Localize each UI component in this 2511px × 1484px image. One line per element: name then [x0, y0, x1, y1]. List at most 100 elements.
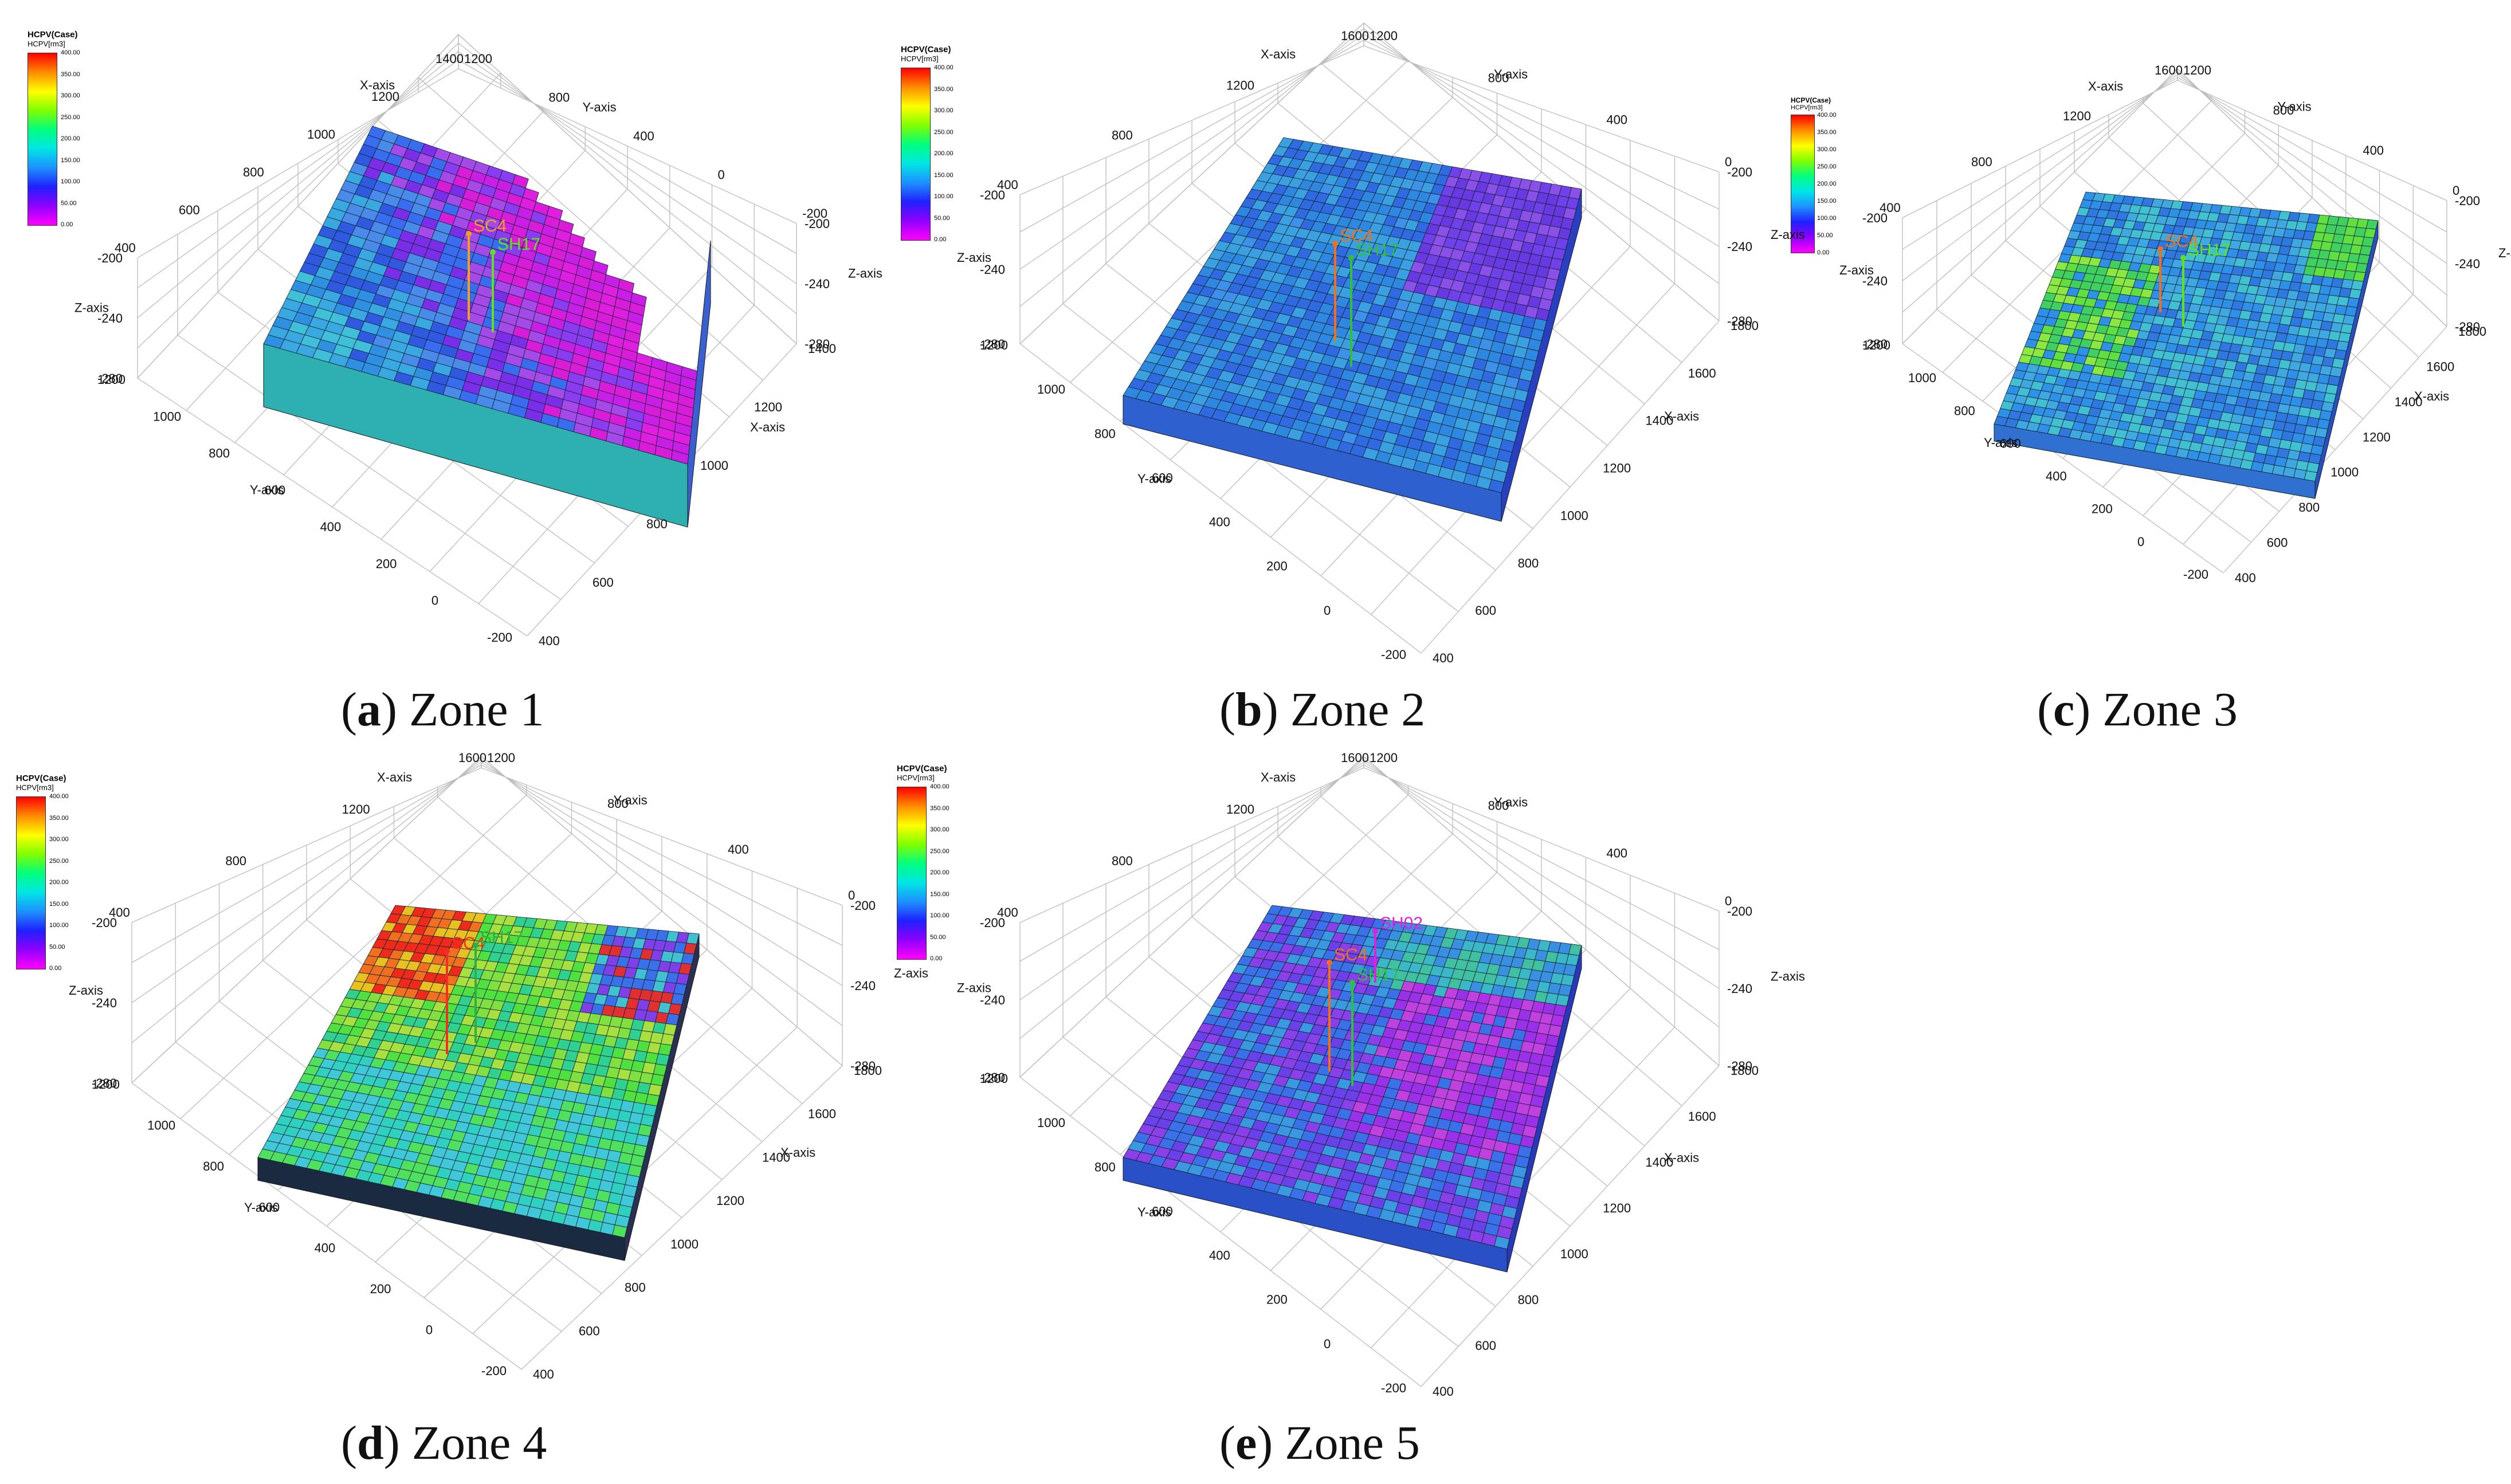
well-head: [444, 948, 450, 954]
y-axis-label: Y-axis: [614, 793, 648, 807]
legend-tick-label: 300.00: [49, 836, 69, 843]
legend-tick-label: 350.00: [934, 85, 954, 93]
grid-line-right-wall: [2177, 71, 2447, 296]
z-tick-label: -200: [1727, 165, 1752, 179]
y-axis-label: Y-axis: [2278, 100, 2312, 114]
z-tick-label: -200: [92, 916, 117, 930]
grid-cell: [2342, 315, 2356, 325]
grid-line-floor: [2223, 326, 2447, 574]
plot-group: SC4SH171600120080040012008004000-200-240…: [1839, 63, 2511, 585]
grid-cell: [2349, 288, 2362, 299]
legend-title: HCPV(Case): [28, 30, 78, 40]
reservoir-plot-zone-4: SC4SH171600120080040012008004000-200-240…: [69, 751, 928, 1381]
z-tick-label: -240: [850, 979, 876, 993]
z-axis-label: Z-axis: [957, 981, 991, 995]
well-head: [1348, 255, 1354, 261]
grid-line-left-wall: [1019, 40, 1364, 233]
x-tick-label: 1000: [2330, 465, 2359, 480]
well-head: [490, 249, 496, 255]
legend-tick-label: 0.00: [1817, 249, 1830, 256]
z-tick-label: -200: [805, 217, 830, 231]
grid-cell: [2359, 245, 2372, 256]
caption-zone-2: (b) Zone 2: [1219, 683, 1426, 736]
cell-grid: [1123, 137, 1582, 493]
x-tick-label: 800: [625, 1281, 646, 1295]
y-axis-label: Y-axis: [1137, 472, 1171, 486]
legend-b: HCPV(Case) HCPV[rm3] 400.00 350.00 300.00 2…: [901, 45, 981, 251]
y-tick-label: 0: [718, 168, 725, 182]
x-axis-label: X-axis: [750, 420, 785, 434]
well-head: [1332, 241, 1338, 246]
z-axis-label: Z-axis: [74, 301, 109, 315]
panel-zone-3: SC4 SH17 1600 1200 800 400 1200 800 400 0 -200 -240…: [1839, 63, 2511, 619]
y-tick-label: 600: [264, 483, 285, 497]
grid-cell: [2338, 332, 2351, 343]
reservoir-plot-zone-3: SC4SH171600120080040012008004000-200-240…: [1839, 63, 2511, 585]
x-tick-label: 1200: [2063, 109, 2091, 123]
legend-title: HCPV(Case): [901, 45, 951, 54]
z-tick-label: -240: [1727, 982, 1752, 996]
y-tick-label: 1200: [97, 372, 125, 387]
y-tick-label: 200: [370, 1282, 391, 1296]
x-tick-label: 400: [1433, 1384, 1454, 1399]
x-tick-label: 600: [179, 203, 200, 217]
y-tick-label: 400: [2046, 469, 2067, 484]
x-tick-label: 1200: [342, 802, 370, 816]
legend-tick-label: 100.00: [61, 178, 80, 185]
grid-line-right-wall: [481, 764, 843, 946]
well-head: [2157, 246, 2163, 252]
legend-tick-label: 350.00: [61, 70, 80, 78]
caption-text: Zone 1: [397, 683, 544, 736]
z-tick-label: -280: [850, 1059, 876, 1073]
z-tick-label: -240: [805, 277, 830, 291]
x-tick-label: 400: [115, 241, 136, 255]
grid-cell: [686, 932, 700, 945]
grid-cell: [1563, 964, 1577, 976]
grid-cell: [653, 1063, 668, 1076]
legend-tick-label: 100.00: [1817, 215, 1837, 222]
legend-tick-label: 300.00: [61, 92, 80, 99]
x-tick-label: 1600: [808, 1107, 836, 1121]
y-tick-label: 800: [1488, 70, 1509, 85]
x-tick-label: 1200: [1603, 461, 1631, 476]
x-tick-label: 1200: [1226, 78, 1254, 93]
y-tick-label: 1000: [1037, 1116, 1065, 1130]
legend-tick-label: 50.00: [1817, 232, 1833, 239]
z-tick-label: -280: [1727, 314, 1752, 328]
legend-e: HCPV(Case) HCPV[rm3] 400.00 350.00 300.00 2…: [897, 764, 977, 970]
grid-cell: [676, 973, 690, 985]
legend-tick-label: 400.00: [934, 64, 954, 71]
legend-tick-label: 50.00: [61, 199, 77, 207]
legend-d: HCPV(Case) HCPV[rm3] 400.00 350.00 300.00 2…: [16, 774, 96, 980]
grid-cell: [2333, 349, 2347, 360]
y-tick-label: 1000: [1037, 382, 1065, 396]
x-axis-label: X-axis: [360, 78, 395, 92]
z-tick-label: -240: [1727, 240, 1752, 254]
x-tick-label: 1400: [762, 1150, 790, 1164]
x-tick-label: 1200: [754, 400, 782, 414]
panel-zone-4: SC4 SH17 1600 1200 800 400 1200 800 400 0 -200 -240…: [69, 751, 928, 1398]
grid-cell: [660, 1033, 675, 1046]
grid-line-floor: [1019, 756, 1364, 1078]
x-axis-label: X-axis: [2088, 79, 2123, 93]
well-label: SH17: [1357, 965, 1400, 984]
plot-group: SC4SH1714001200100080060040012008004000-…: [74, 34, 882, 648]
well-head: [1327, 960, 1332, 965]
y-tick-label: 800: [549, 91, 570, 105]
grid-cell: [2355, 262, 2368, 273]
legend-subtitle: HCPV[rm3]: [28, 40, 65, 48]
x-tick-label: 1000: [1560, 1247, 1588, 1261]
y-tick-label: 800: [1488, 798, 1509, 812]
legend-tick-label: 250.00: [1817, 163, 1837, 170]
x-tick-label: 1000: [307, 127, 335, 142]
grid-line-right-wall: [458, 60, 797, 254]
y-tick-label: 600: [1152, 470, 1173, 485]
well-label: SC4: [452, 934, 485, 953]
grid-cell: [1548, 1024, 1562, 1037]
y-tick-label: 600: [2000, 436, 2021, 450]
grid-line-floor: [1421, 320, 1720, 654]
well-label: SH02: [1380, 914, 1423, 933]
x-tick-label: 1200: [2363, 430, 2391, 444]
grid-cell: [1553, 1004, 1567, 1017]
legend-tick-label: 250.00: [61, 113, 80, 121]
